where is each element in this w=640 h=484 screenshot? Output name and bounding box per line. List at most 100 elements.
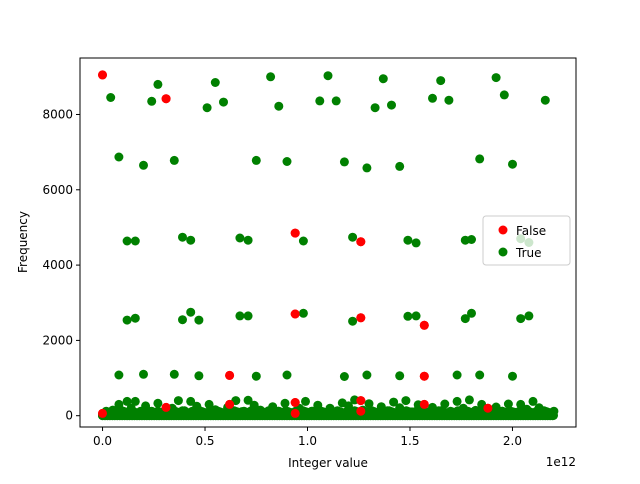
- point-false: [225, 370, 235, 380]
- point-false: [290, 408, 300, 418]
- point-true: [528, 396, 538, 406]
- point-true: [428, 93, 437, 103]
- point-false: [98, 408, 107, 418]
- point-true: [378, 74, 388, 84]
- point-true: [280, 398, 290, 408]
- point-true: [401, 396, 411, 406]
- point-true: [235, 311, 245, 321]
- point-true: [266, 72, 276, 82]
- point-true: [387, 100, 396, 110]
- point-false: [290, 228, 300, 238]
- point-true: [301, 396, 310, 406]
- point-false: [356, 237, 366, 247]
- point-true: [210, 78, 220, 87]
- legend-label-false: False: [516, 224, 546, 238]
- point-true: [395, 371, 405, 381]
- point-true: [467, 235, 476, 244]
- point-true: [153, 79, 163, 89]
- x-tick-label: 1.0: [298, 434, 317, 448]
- point-true: [114, 152, 124, 162]
- y-tick-label: 2000: [42, 333, 73, 347]
- point-true: [362, 370, 372, 380]
- point-true: [251, 155, 261, 165]
- point-false: [225, 399, 235, 409]
- y-tick-label: 6000: [42, 183, 73, 197]
- point-true: [503, 399, 513, 409]
- point-true: [348, 232, 358, 242]
- point-true: [475, 370, 485, 380]
- point-true: [364, 399, 374, 409]
- point-true: [411, 238, 421, 248]
- point-true: [403, 311, 413, 321]
- point-true: [460, 314, 470, 324]
- series-false: [98, 70, 493, 418]
- point-true: [282, 370, 292, 380]
- point-true: [516, 314, 526, 324]
- point-false: [98, 70, 107, 80]
- point-true: [122, 236, 132, 246]
- point-true: [440, 399, 450, 409]
- point-true: [194, 371, 204, 381]
- point-false: [356, 313, 366, 323]
- point-false: [161, 402, 171, 412]
- point-true: [499, 90, 509, 100]
- point-true: [282, 157, 292, 166]
- x-offset-label: 1e12: [546, 455, 576, 469]
- point-true: [243, 311, 253, 321]
- point-true: [467, 308, 476, 318]
- point-true: [219, 97, 228, 107]
- point-true: [194, 315, 204, 325]
- point-true: [130, 396, 140, 406]
- point-true: [549, 406, 559, 416]
- point-true: [122, 396, 132, 406]
- point-false: [356, 406, 366, 416]
- point-true: [298, 308, 308, 318]
- point-true: [202, 103, 212, 113]
- legend: False True: [482, 215, 571, 266]
- point-true: [147, 96, 157, 106]
- point-false: [161, 94, 171, 104]
- legend-label-true: True: [515, 246, 542, 260]
- y-tick-label: 8000: [42, 107, 73, 121]
- point-true: [452, 370, 462, 380]
- point-true: [178, 232, 187, 242]
- point-true: [436, 76, 446, 86]
- point-false: [483, 403, 493, 413]
- point-true: [130, 313, 140, 323]
- point-true: [452, 396, 462, 406]
- baseline-band: [98, 405, 559, 421]
- point-true: [169, 369, 179, 379]
- point-false: [356, 396, 366, 406]
- point-true: [508, 371, 517, 381]
- point-true: [169, 155, 179, 165]
- point-false: [290, 309, 300, 319]
- point-true: [395, 161, 405, 171]
- point-true: [464, 395, 474, 405]
- point-true: [153, 398, 163, 408]
- y-tick-label: 4000: [42, 258, 73, 272]
- point-true: [186, 235, 196, 245]
- point-true: [331, 96, 341, 106]
- point-true: [173, 396, 183, 406]
- series-false-top: [98, 70, 493, 418]
- point-true: [540, 95, 550, 105]
- point-true: [114, 370, 124, 380]
- point-true: [106, 93, 116, 102]
- point-true: [298, 236, 308, 246]
- point-false: [419, 320, 429, 330]
- y-axis-ticks: 0 2000 4000 6000 8000: [42, 107, 80, 423]
- y-tick-label: 0: [65, 409, 73, 423]
- point-false: [290, 398, 300, 407]
- point-true: [524, 311, 534, 321]
- point-true: [186, 396, 196, 406]
- point-false: [419, 371, 429, 381]
- x-tick-label: 0.0: [93, 434, 112, 448]
- y-axis-label: Frequency: [16, 211, 30, 273]
- point-true: [139, 369, 148, 379]
- point-true: [315, 96, 325, 106]
- point-true: [362, 163, 372, 173]
- point-true: [130, 236, 140, 246]
- point-true: [411, 311, 421, 321]
- legend-marker-false: [498, 225, 508, 235]
